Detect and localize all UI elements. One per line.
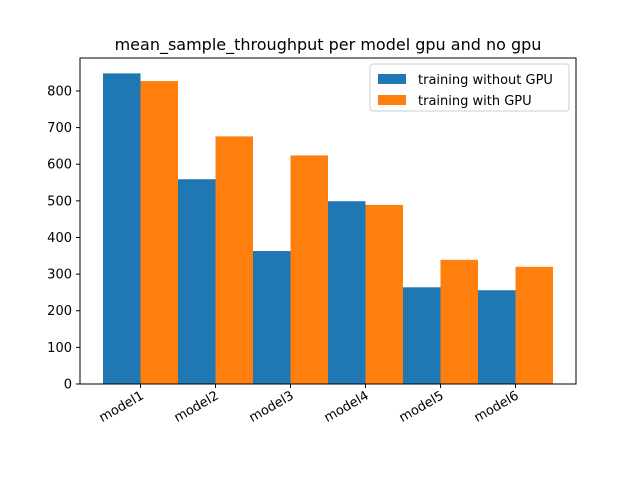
bar-model5-series-2 bbox=[440, 259, 478, 384]
y-tick-label: 800 bbox=[47, 84, 72, 99]
y-tick-label: 700 bbox=[47, 121, 72, 136]
chart-title: mean_sample_throughput per model gpu and… bbox=[115, 35, 542, 55]
legend-label-series-1: training without GPU bbox=[418, 73, 553, 88]
y-tick-label: 0 bbox=[64, 378, 72, 393]
bars-layer bbox=[103, 73, 553, 384]
legend-label-series-2: training with GPU bbox=[418, 94, 532, 109]
legend-box bbox=[369, 63, 570, 112]
bar-model4-series-2 bbox=[365, 204, 403, 384]
y-axis: 0 100 200 300 400 500 600 700 800 bbox=[47, 84, 80, 393]
y-tick-label: 100 bbox=[47, 341, 72, 356]
bar-model1-series-2 bbox=[140, 81, 178, 384]
bar-model5-series-1 bbox=[403, 287, 441, 384]
x-tick-label-model5: model5 bbox=[397, 388, 447, 425]
x-tick-label-model2: model2 bbox=[172, 388, 222, 425]
plot-frame bbox=[79, 57, 577, 385]
bar-model4-series-1 bbox=[328, 201, 366, 384]
bar-model6-series-1 bbox=[478, 290, 516, 384]
bar-model3-series-1 bbox=[253, 251, 291, 384]
x-tick-label-model3: model3 bbox=[247, 388, 297, 425]
legend-swatch-series-1 bbox=[378, 74, 406, 84]
bar-model6-series-2 bbox=[515, 266, 553, 384]
y-tick-label: 300 bbox=[47, 268, 72, 283]
y-tick-label: 500 bbox=[47, 194, 72, 209]
x-tick-label-model4: model4 bbox=[322, 388, 372, 425]
x-axis: model1 model2 model3 model4 model5 model6 bbox=[97, 384, 522, 426]
y-tick-label: 600 bbox=[47, 158, 72, 173]
x-tick-label-model1: model1 bbox=[97, 388, 147, 425]
bar-model1-series-1 bbox=[103, 73, 141, 384]
bar-model2-series-2 bbox=[215, 136, 253, 384]
y-tick-label: 400 bbox=[47, 231, 72, 246]
bar-model2-series-1 bbox=[178, 179, 216, 384]
legend: training without GPU training with GPU bbox=[369, 63, 570, 112]
legend-swatch-series-2 bbox=[378, 95, 406, 105]
x-tick-label-model6: model6 bbox=[472, 388, 522, 425]
bar-model3-series-2 bbox=[290, 155, 328, 384]
y-tick-label: 200 bbox=[47, 304, 72, 319]
